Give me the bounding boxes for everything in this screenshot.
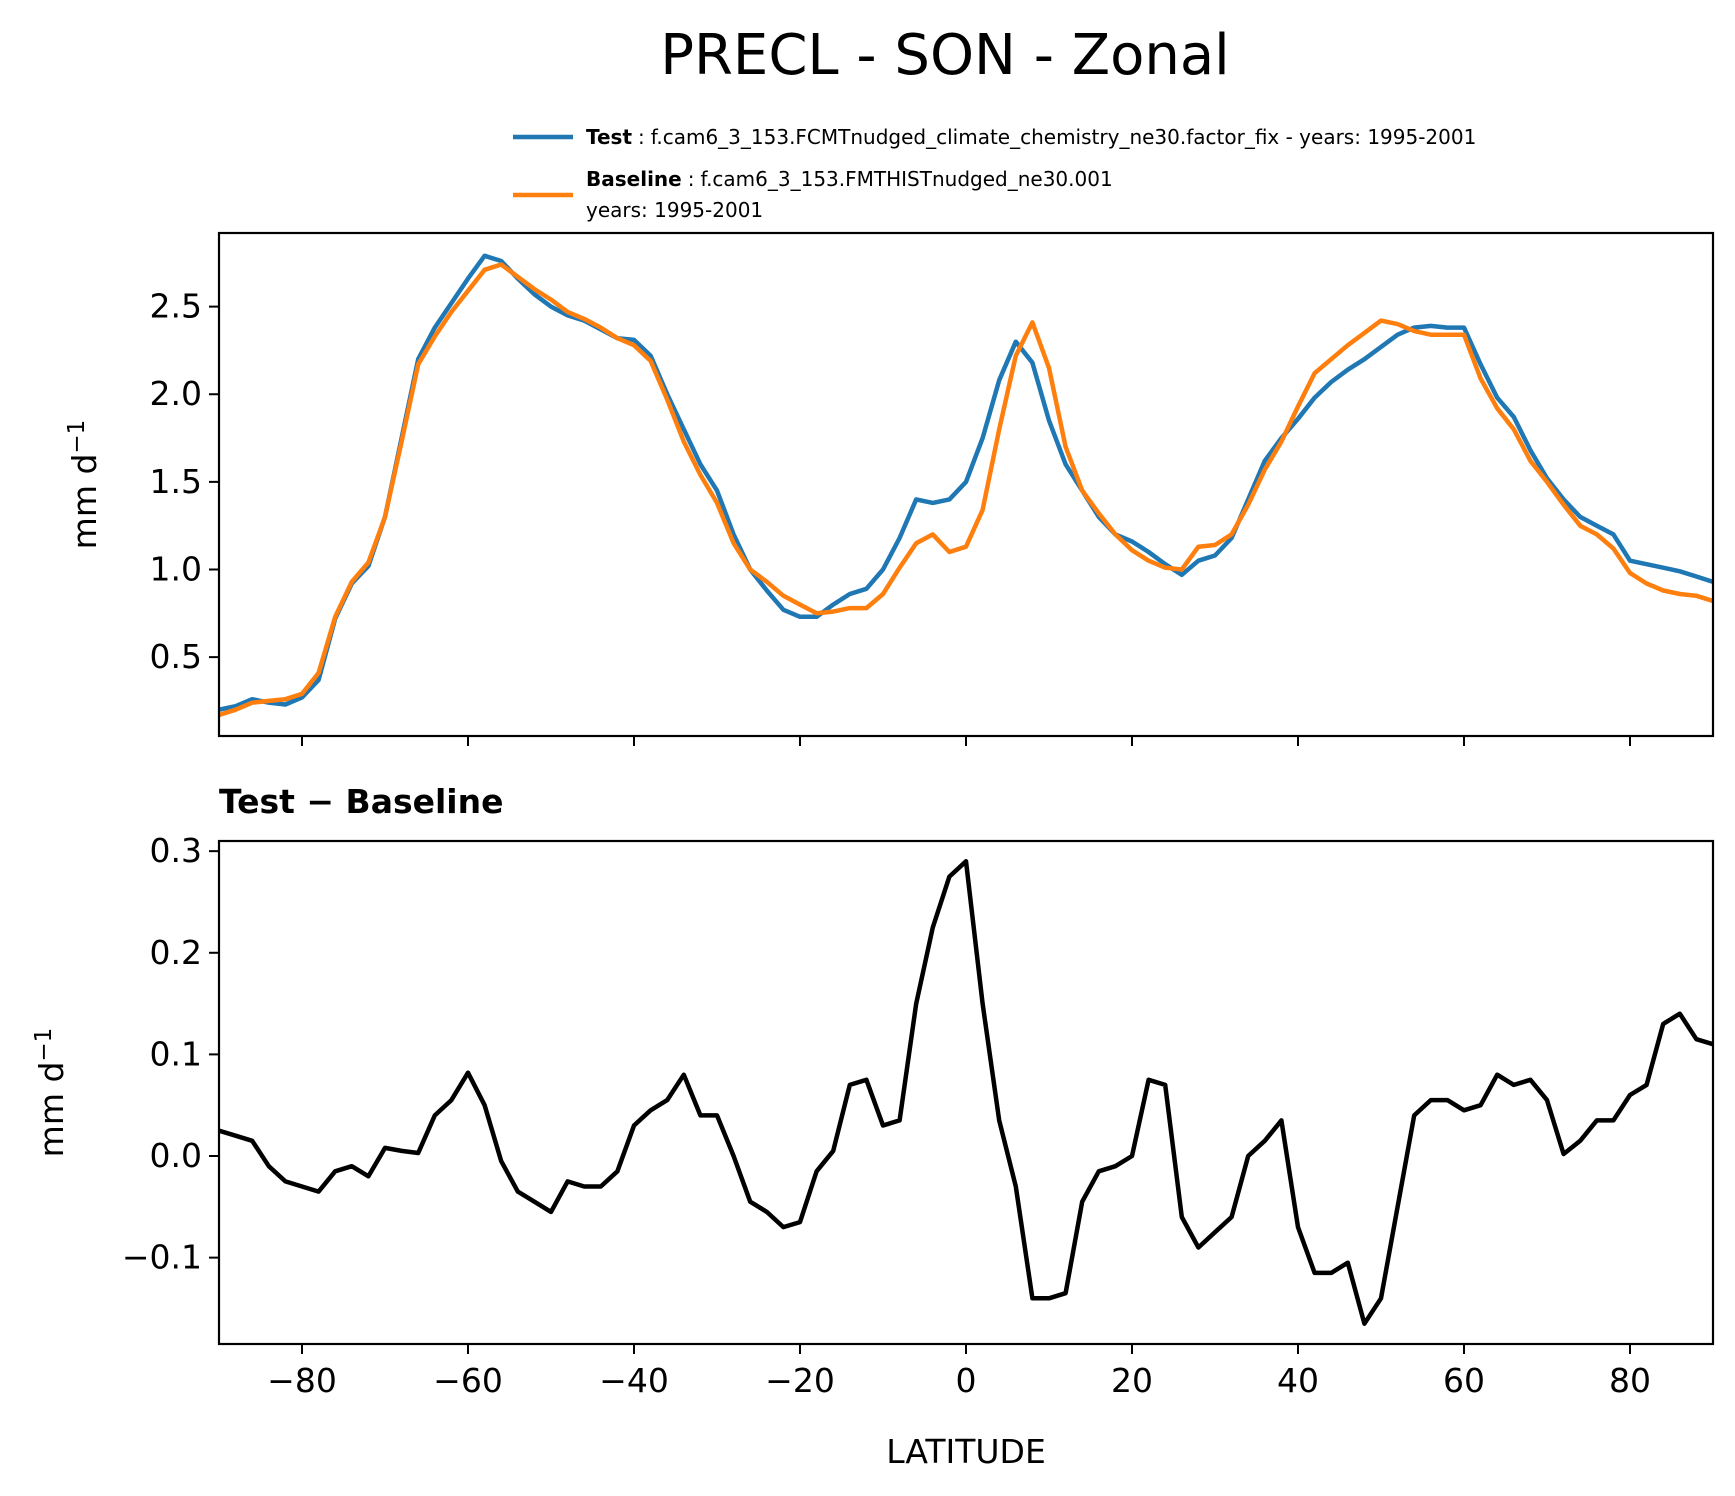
diff-panel-title: Test − Baseline	[219, 782, 504, 821]
bottom-plot-frame	[217, 839, 1715, 1346]
legend-baseline-sep: :	[688, 167, 695, 191]
bottom-xtick-label: −80	[267, 1361, 337, 1400]
top-ytick-label: 1.5	[150, 462, 202, 501]
legend-baseline-text: Baseline: f.cam6_3_153.FMTHISTnudged_ne30…	[586, 167, 1113, 191]
bottom-xtick-label: −60	[433, 1361, 503, 1400]
figure-title: PRECL - SON - Zonal	[660, 23, 1230, 88]
bottom-ytick-label: −0.1	[122, 1238, 202, 1277]
top-ylabel: mm d−1	[64, 420, 104, 550]
bottom-ytick-label: 0.3	[150, 831, 202, 870]
legend: Test: f.cam6_3_153.FCMTnudged_climate_che…	[513, 125, 1476, 222]
bottom-xtick-label: 0	[956, 1361, 977, 1400]
legend-test-sep: :	[638, 125, 645, 149]
legend-test-text: Test: f.cam6_3_153.FCMTnudged_climate_che…	[586, 125, 1476, 149]
bottom-ytick-label: 0.1	[150, 1034, 202, 1073]
bottom-xtick-label: 20	[1111, 1361, 1153, 1400]
legend-baseline-name: Baseline	[586, 167, 682, 191]
bottom-ytick-label: 0.2	[150, 933, 202, 972]
series-line-test	[219, 253, 1713, 712]
series-line-difference	[219, 859, 1713, 1326]
bottom-ylabel-sup: −1	[31, 1028, 57, 1062]
bottom-xtick-label: 40	[1277, 1361, 1319, 1400]
bottom-ylabel: mm d−1	[31, 1028, 71, 1158]
bottom-axis-ticks: −0.1 0.0 0.1 0.2 0.3 −80 −60 −40 −20 0 20 40 60 80	[122, 831, 1651, 1400]
series-line-baseline	[219, 262, 1713, 718]
legend-test-name: Test	[586, 125, 632, 149]
bottom-xtick-label: 60	[1443, 1361, 1485, 1400]
top-ylabel-sup: −1	[64, 420, 90, 454]
legend-baseline-label: f.cam6_3_153.FMTHISTnudged_ne30.001	[700, 167, 1112, 191]
top-ytick-label: 2.0	[150, 374, 202, 413]
bottom-xtick-label: 80	[1609, 1361, 1651, 1400]
legend-test-label: f.cam6_3_153.FCMTnudged_climate_chemistr…	[651, 125, 1477, 149]
top-panel: 0.5 1.0 1.5 2.0 2.5 mm d−1	[64, 231, 1715, 746]
top-ylabel-base: mm d	[65, 454, 104, 550]
top-axis-ticks: 0.5 1.0 1.5 2.0 2.5	[150, 287, 1631, 746]
legend-baseline-years: years: 1995-2001	[586, 198, 763, 222]
bottom-panel: −0.1 0.0 0.1 0.2 0.3 −80 −60 −40 −20 0 20 40 60 80 mm…	[31, 831, 1715, 1471]
xlabel: LATITUDE	[886, 1432, 1046, 1471]
bottom-xtick-label: −20	[765, 1361, 835, 1400]
top-ytick-label: 0.5	[150, 637, 202, 676]
bottom-ytick-label: 0.0	[150, 1136, 202, 1175]
bottom-ylabel-base: mm d	[32, 1062, 71, 1158]
bottom-xtick-label: −40	[599, 1361, 669, 1400]
top-ytick-label: 1.0	[150, 550, 202, 589]
top-ytick-label: 2.5	[150, 287, 202, 326]
top-plot-frame	[217, 231, 1715, 738]
